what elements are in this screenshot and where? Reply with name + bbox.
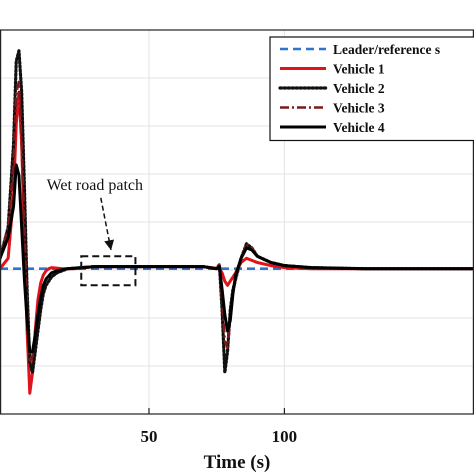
series-layer	[0, 49, 474, 395]
x-axis-label: Time (s)	[204, 452, 271, 473]
legend-label-4: Vehicle 4	[333, 120, 385, 135]
x-tick-label: 100	[272, 427, 298, 446]
legend-label-0: Leader/reference s	[333, 42, 440, 57]
annotation-layer: Wet road patch	[47, 177, 143, 287]
legend-label-1: Vehicle 1	[333, 62, 385, 77]
legend-label-2: Vehicle 2	[333, 81, 385, 96]
wet-road-arrowhead	[104, 239, 115, 251]
legend: Leader/reference s Vehicle 1 Vehicle 2 Vehi…	[269, 36, 474, 142]
wet-road-label: Wet road patch	[47, 177, 143, 194]
x-axis-ticks: 50 100	[140, 408, 297, 446]
legend-label-3: Vehicle 3	[333, 101, 385, 116]
series-line-4	[0, 163, 474, 354]
x-tick-label: 50	[140, 427, 157, 446]
plot-frame	[0, 29, 474, 415]
wet-road-box	[80, 255, 137, 287]
